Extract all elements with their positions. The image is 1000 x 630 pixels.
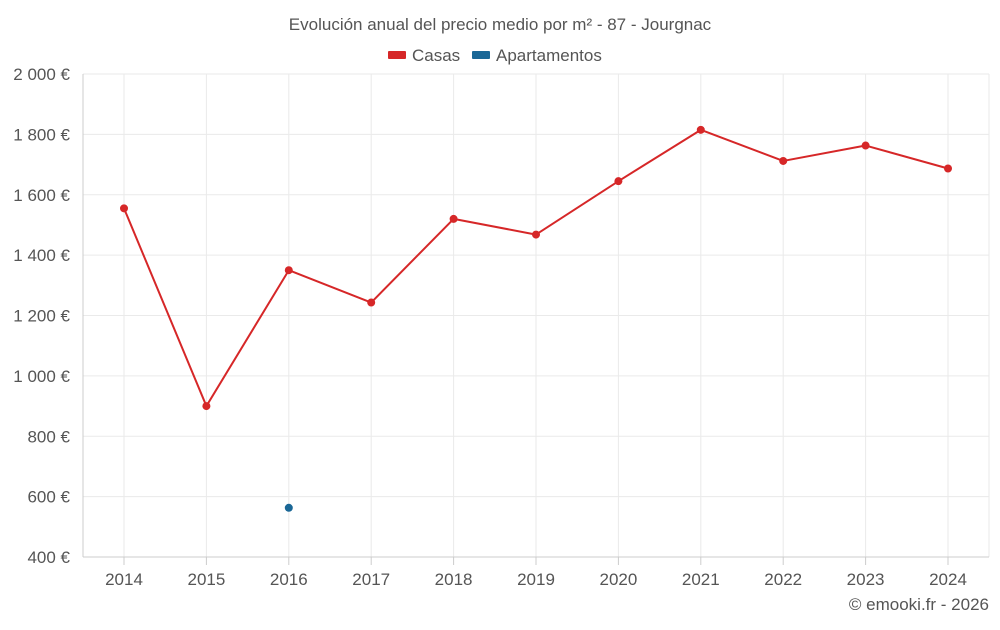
y-tick-label: 1 200 € <box>13 307 70 326</box>
legend: Casas Apartamentos <box>388 46 602 65</box>
legend-label-apartamentos: Apartamentos <box>496 46 602 65</box>
data-point-casas-2017[interactable] <box>367 298 376 307</box>
x-tick-label: 2020 <box>599 570 637 589</box>
y-tick-label: 1 400 € <box>13 246 70 265</box>
legend-swatch-casas <box>388 51 406 59</box>
y-axis-ticks: 400 € 600 € 800 € 1 000 € 1 200 € 1 400 € 1 60… <box>13 65 70 567</box>
data-point-casas-2020[interactable] <box>614 177 623 186</box>
data-point-casas-2021[interactable] <box>696 125 705 134</box>
y-tick-label: 1 600 € <box>13 186 70 205</box>
y-tick-label: 600 € <box>27 488 70 507</box>
series-points <box>120 125 952 512</box>
x-tick-label: 2014 <box>105 570 143 589</box>
x-tick-label: 2016 <box>270 570 308 589</box>
credit-text: © emooki.fr - 2026 <box>849 595 989 614</box>
x-tick-label: 2019 <box>517 570 555 589</box>
data-point-casas-2018[interactable] <box>449 214 458 223</box>
y-tick-label: 400 € <box>27 548 70 567</box>
chart-title: Evolución anual del precio medio por m² … <box>289 15 712 34</box>
x-tick-label: 2021 <box>682 570 720 589</box>
y-tick-label: 800 € <box>27 427 70 446</box>
x-tick-label: 2018 <box>435 570 473 589</box>
grid <box>83 73 990 557</box>
data-point-casas-2014[interactable] <box>120 204 128 213</box>
x-tick-label: 2017 <box>352 570 390 589</box>
y-tick-label: 2 000 € <box>13 65 70 84</box>
data-point-casas-2023[interactable] <box>861 141 870 150</box>
legend-label-casas: Casas <box>412 46 460 65</box>
x-axis-ticks: 2014 2015 2016 2017 2018 2019 2020 2021 2022 2023… <box>105 570 967 589</box>
axes <box>82 74 989 565</box>
legend-item-apartamentos[interactable]: Apartamentos <box>472 46 602 65</box>
data-point-casas-2024[interactable] <box>944 164 952 173</box>
data-point-casas-2015[interactable] <box>202 402 211 411</box>
y-tick-label: 1 800 € <box>13 125 70 144</box>
y-tick-label: 1 000 € <box>13 367 70 386</box>
data-point-casas-2016[interactable] <box>284 266 293 275</box>
x-tick-label: 2023 <box>847 570 885 589</box>
x-tick-label: 2015 <box>187 570 225 589</box>
x-tick-label: 2024 <box>929 570 967 589</box>
x-tick-label: 2022 <box>764 570 802 589</box>
legend-swatch-apartamentos <box>472 51 490 59</box>
data-point-casas-2019[interactable] <box>532 230 540 239</box>
data-point-apartamentos-2016[interactable] <box>284 503 293 512</box>
data-point-casas-2022[interactable] <box>779 156 788 165</box>
legend-item-casas[interactable]: Casas <box>388 46 460 65</box>
